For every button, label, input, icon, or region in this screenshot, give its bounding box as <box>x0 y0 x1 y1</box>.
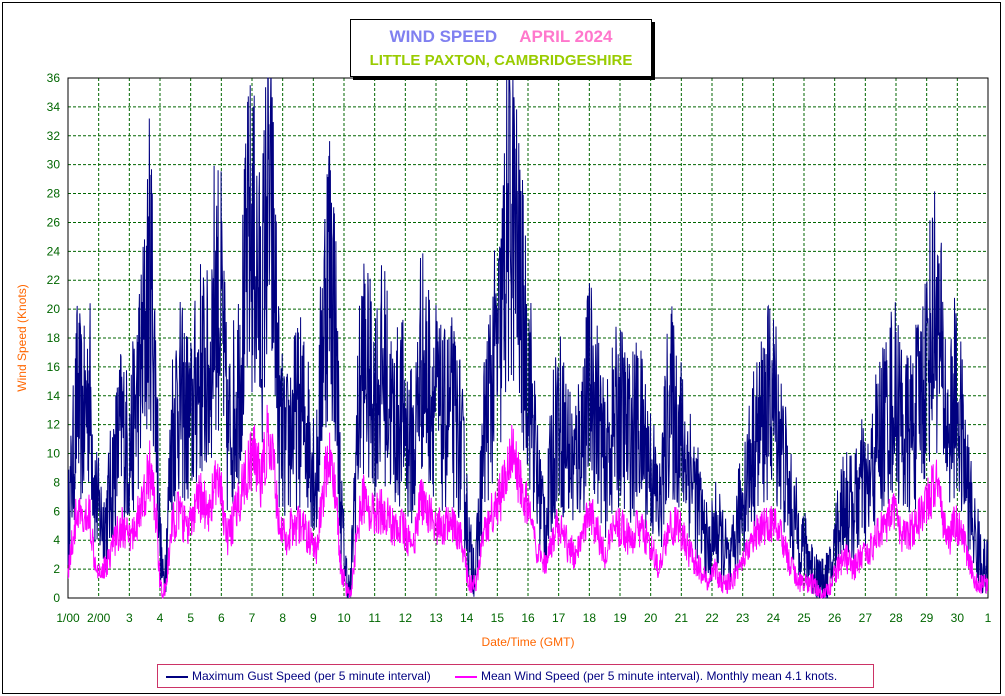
gust-series <box>67 77 989 599</box>
x-tick-label: 17 <box>552 611 566 625</box>
chart-subtitle-location: LITTLE PAXTON, CAMBRIDGESHIRE <box>369 52 633 69</box>
y-tick-label: 30 <box>47 158 61 172</box>
x-tick-label: 14 <box>460 611 474 625</box>
legend-gust-swatch <box>166 675 188 678</box>
y-tick-label: 8 <box>53 475 60 489</box>
x-tick-label: 11 <box>368 611 381 625</box>
x-tick-label: 9 <box>310 611 317 625</box>
x-tick-label: 10 <box>337 611 351 625</box>
x-tick-label: 19 <box>613 611 627 625</box>
y-tick-label: 2 <box>53 562 60 576</box>
x-tick-label: 3 <box>126 611 133 625</box>
x-tick-label: 16 <box>521 611 535 625</box>
x-tick-labels: 1/00 2/00 3 4 5 6 7 8 9 10 11 12 13 14 15 16 17 18 19 20 21 2… <box>56 611 991 625</box>
chart-title-box: WIND SPEED APRIL 2024 LITTLE PAXTON, CAMB… <box>350 19 652 77</box>
x-tick-label: 20 <box>644 611 658 625</box>
y-tick-label: 16 <box>47 360 61 374</box>
mean-speed-line <box>67 404 989 599</box>
x-tick-label: 5 <box>187 611 194 625</box>
y-tick-label: 12 <box>47 418 61 432</box>
x-axis-label: Date/Time (GMT) <box>482 635 575 649</box>
x-tick-label: 30 <box>951 611 965 625</box>
title-wind-speed: WIND SPEED <box>389 27 498 46</box>
x-tick-label: 1/00 <box>56 611 80 625</box>
x-tick-label: 12 <box>399 611 413 625</box>
x-tick-label: 1 <box>985 611 992 625</box>
y-tick-label: 14 <box>47 389 61 403</box>
legend-mean-label: Mean Wind Speed (per 5 minute interval).… <box>481 669 838 683</box>
x-tick-label: 25 <box>797 611 811 625</box>
x-tick-label: 15 <box>491 611 505 625</box>
x-tick-label: 27 <box>859 611 873 625</box>
mean-series <box>67 404 989 599</box>
x-tick-label: 22 <box>705 611 719 625</box>
title-month: APRIL 2024 <box>519 27 613 46</box>
y-tick-label: 26 <box>47 215 61 229</box>
y-tick-label: 4 <box>53 533 60 547</box>
legend: Maximum Gust Speed (per 5 minute interva… <box>157 664 874 688</box>
x-tick-label: 26 <box>828 611 842 625</box>
x-tick-label: 6 <box>218 611 225 625</box>
x-tick-label: 24 <box>767 611 781 625</box>
y-tick-label: 18 <box>47 331 61 345</box>
legend-gust-label: Maximum Gust Speed (per 5 minute interva… <box>192 669 431 683</box>
y-tick-label: 24 <box>47 244 61 258</box>
x-tick-label: 8 <box>279 611 286 625</box>
y-tick-label: 36 <box>47 71 61 85</box>
y-tick-label: 6 <box>53 504 60 518</box>
x-tick-label: 29 <box>920 611 934 625</box>
x-tick-label: 23 <box>736 611 750 625</box>
gust-speed-line <box>67 77 989 599</box>
x-tick-label: 21 <box>675 611 689 625</box>
y-tick-label: 28 <box>47 187 61 201</box>
x-tick-label: 28 <box>889 611 903 625</box>
y-tick-label: 34 <box>47 100 61 114</box>
y-tick-label: 20 <box>47 302 61 316</box>
x-tick-label: 13 <box>429 611 443 625</box>
y-tick-label: 32 <box>47 129 61 143</box>
y-axis-label: Wind Speed (Knots) <box>15 284 29 391</box>
x-tick-label: 4 <box>157 611 164 625</box>
chart-title: WIND SPEED APRIL 2024 <box>351 27 651 47</box>
legend-mean-swatch <box>455 675 477 678</box>
y-tick-label: 10 <box>47 447 61 461</box>
y-tick-label: 0 <box>53 591 60 605</box>
x-tick-label: 18 <box>583 611 597 625</box>
legend-item-mean: Mean Wind Speed (per 5 minute interval).… <box>455 669 837 683</box>
y-tick-label: 22 <box>47 273 61 287</box>
x-tick-label: 7 <box>249 611 256 625</box>
plot-area-border <box>67 77 989 599</box>
x-tick-label: 2/00 <box>87 611 111 625</box>
legend-item-gust: Maximum Gust Speed (per 5 minute interva… <box>166 669 431 683</box>
